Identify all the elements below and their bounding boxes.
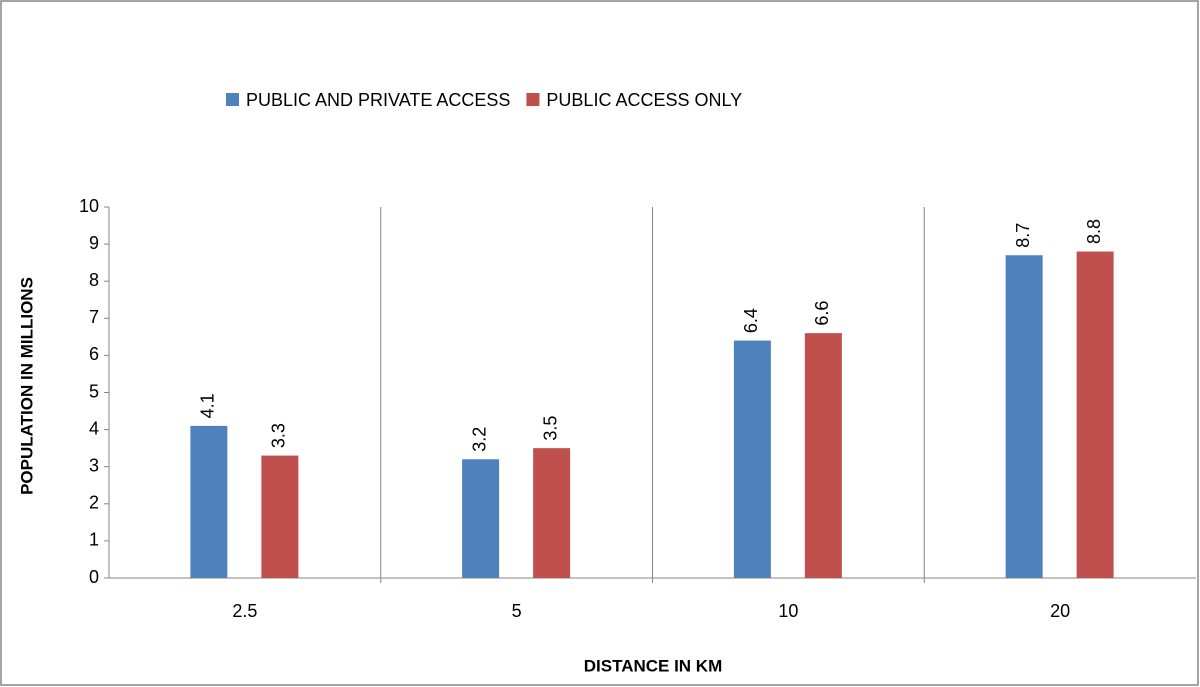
y-tick-label: 7 (89, 307, 99, 327)
bar (733, 340, 771, 578)
bar (190, 425, 228, 578)
y-tick-label: 10 (79, 196, 99, 216)
data-label: 4.1 (198, 393, 218, 418)
y-tick-label: 4 (89, 418, 99, 438)
y-tick-label: 6 (89, 344, 99, 364)
bar (462, 459, 500, 578)
x-tick-label: 20 (1050, 601, 1070, 621)
y-axis-title: POPULATION IN MILLIONS (17, 277, 36, 495)
data-label: 6.4 (741, 308, 761, 333)
bar (1076, 251, 1114, 578)
x-tick-label: 2.5 (232, 601, 257, 621)
legend-label: PUBLIC ACCESS ONLY (546, 90, 742, 110)
bar (261, 455, 299, 578)
x-axis-title: DISTANCE IN KM (584, 656, 723, 675)
data-label: 8.7 (1013, 223, 1033, 248)
data-label: 6.6 (812, 301, 832, 326)
y-tick-label: 3 (89, 455, 99, 475)
data-label: 8.8 (1084, 219, 1104, 244)
y-tick-label: 2 (89, 493, 99, 513)
y-tick-label: 5 (89, 381, 99, 401)
legend-swatch (526, 93, 540, 106)
legend-label: PUBLIC AND PRIVATE ACCESS (246, 90, 510, 110)
bar (533, 448, 571, 578)
x-tick-label: 10 (778, 601, 798, 621)
data-label: 3.2 (469, 427, 489, 452)
y-tick-label: 1 (89, 530, 99, 550)
legend-swatch (226, 93, 239, 106)
bar (804, 333, 842, 578)
x-tick-label: 5 (512, 601, 522, 621)
y-tick-label: 8 (89, 270, 99, 290)
bar (1005, 255, 1043, 579)
data-label: 3.5 (540, 416, 560, 441)
data-label: 3.3 (269, 423, 289, 448)
y-tick-label: 0 (89, 567, 99, 587)
y-tick-label: 9 (89, 233, 99, 253)
